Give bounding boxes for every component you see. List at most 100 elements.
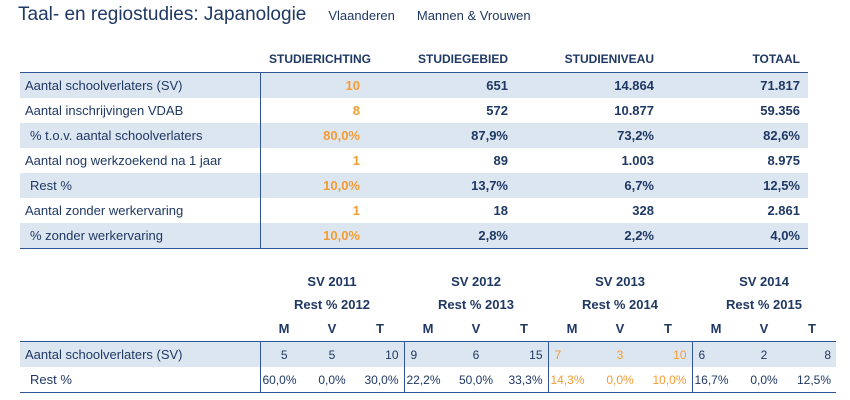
cell-studiegebied: 2,8% <box>380 223 516 249</box>
table-row: Aantal schoolverlaters (SV) 5 5 10 9 6 1… <box>20 341 836 367</box>
table-row: % zonder werkervaring 10,0% 2,8% 2,2% 4,… <box>20 223 808 249</box>
row-label: Aantal schoolverlaters (SV) <box>20 341 260 367</box>
cell-studierichting: 8 <box>259 98 380 123</box>
report-header: Taal- en regiostudies: Japanologie Vlaan… <box>18 4 531 28</box>
cell-totaal: 59.356 <box>760 103 800 118</box>
yearly-corner-3 <box>20 315 260 342</box>
cell-studierichting: 10,0% <box>259 223 380 249</box>
column-header-studierichting: STUDIERICHTING <box>269 52 371 66</box>
cell-studieniveau: 2,2% <box>516 223 662 249</box>
group-year: SV 2012 <box>451 273 501 289</box>
summary-corner <box>20 46 260 73</box>
column-header-totaal: TOTAAL <box>752 52 800 66</box>
cell-2011-m: 60,0% <box>259 367 308 393</box>
cell-studierichting: 1 <box>259 198 380 223</box>
yearly-table: SV 2011 SV 2012 SV 2013 SV 2014 Rest % 2… <box>20 269 836 393</box>
cell-totaal: 71.817 <box>662 72 808 98</box>
cell-studiegebied: 87,9% <box>380 123 516 148</box>
subcol-m: M <box>566 320 578 336</box>
cell-2012-t: 15 <box>500 341 548 367</box>
subcol-t: T <box>376 320 384 336</box>
row-label: % t.o.v. aantal schoolverlaters <box>20 123 260 148</box>
summary-header-row: STUDIERICHTING STUDIEGEBIED STUDIENIVEAU… <box>20 46 808 73</box>
cell-2012-m: 22,2% <box>403 367 452 393</box>
cell-studiegebied: 89 <box>493 153 508 168</box>
cell-2013-v: 3 <box>596 341 644 367</box>
cell-2012-t: 33,3% <box>500 367 548 393</box>
cell-studierichting: 10,0% <box>259 173 380 198</box>
cell-2014-t: 8 <box>788 341 836 367</box>
cell-totaal: 12,5% <box>662 173 808 198</box>
cell-studieniveau: 10.877 <box>614 103 654 118</box>
table-row: Aantal inschrijvingen VDAB 8 572 10.877 … <box>20 98 808 123</box>
cell-2012-v: 6 <box>452 341 500 367</box>
cell-totaal: 8.975 <box>767 153 800 168</box>
subcol-t: T <box>808 320 816 336</box>
column-header-studiegebied: STUDIEGEBIED <box>417 52 508 66</box>
subcol-m: M <box>710 320 722 336</box>
row-label: Rest % <box>20 367 260 393</box>
cell-studieniveau: 73,2% <box>516 123 662 148</box>
group-rest: Rest % 2012 <box>294 296 370 312</box>
subcol-m: M <box>278 320 290 336</box>
subcol-t: T <box>520 320 528 336</box>
cell-studieniveau: 328 <box>632 203 654 218</box>
cell-2013-m: 14,3% <box>547 367 596 393</box>
group-rest: Rest % 2013 <box>438 296 514 312</box>
cell-studieniveau: 14.864 <box>516 72 662 98</box>
cell-studierichting: 10 <box>259 72 380 98</box>
cell-2011-m: 5 <box>259 341 308 367</box>
cell-totaal: 82,6% <box>662 123 808 148</box>
subcol-v: V <box>615 320 625 336</box>
group-rest: Rest % 2014 <box>582 296 658 312</box>
row-label: Rest % <box>20 173 260 198</box>
cell-2011-v: 0,0% <box>308 367 356 393</box>
gender-label: Mannen & Vrouwen <box>416 8 531 23</box>
cell-2014-m: 6 <box>691 341 740 367</box>
cell-2014-t: 12,5% <box>788 367 836 393</box>
year-header-row: SV 2011 SV 2012 SV 2013 SV 2014 <box>20 269 836 293</box>
summary-table: STUDIERICHTING STUDIEGEBIED STUDIENIVEAU… <box>20 46 808 249</box>
cell-studierichting: 1 <box>259 148 380 173</box>
yearly-corner-2 <box>20 293 260 315</box>
table-row: Rest % 10,0% 13,7% 6,7% 12,5% <box>20 173 808 198</box>
row-label: Aantal nog werkzoekend na 1 jaar <box>25 153 222 168</box>
cell-studierichting: 80,0% <box>259 123 380 148</box>
group-year: SV 2014 <box>739 273 789 289</box>
group-rest: Rest % 2015 <box>726 296 802 312</box>
rest-header-row: Rest % 2012 Rest % 2013 Rest % 2014 Rest… <box>20 293 836 315</box>
cell-2013-t: 10,0% <box>644 367 692 393</box>
cell-2014-v: 0,0% <box>740 367 788 393</box>
cell-2012-v: 50,0% <box>452 367 500 393</box>
cell-2011-t: 30,0% <box>356 367 404 393</box>
table-row: Aantal schoolverlaters (SV) 10 651 14.86… <box>20 72 808 98</box>
cell-studieniveau: 6,7% <box>516 173 662 198</box>
subcol-v: V <box>471 320 481 336</box>
mvt-header-row: M V T M V T M V T M V T <box>20 315 836 342</box>
subcol-t: T <box>664 320 672 336</box>
cell-studiegebied: 18 <box>493 203 508 218</box>
cell-totaal: 2.861 <box>767 203 800 218</box>
table-row: Aantal zonder werkervaring 1 18 328 2.86… <box>20 198 808 223</box>
group-year: SV 2011 <box>307 273 357 289</box>
cell-studiegebied: 572 <box>486 103 508 118</box>
cell-2011-v: 5 <box>308 341 356 367</box>
cell-2013-m: 7 <box>547 341 596 367</box>
cell-studiegebied: 13,7% <box>380 173 516 198</box>
row-label: Aantal schoolverlaters (SV) <box>20 72 260 98</box>
cell-2013-t: 10 <box>644 341 692 367</box>
subcol-v: V <box>327 320 337 336</box>
subcol-m: M <box>422 320 434 336</box>
cell-2012-m: 9 <box>403 341 452 367</box>
group-year: SV 2013 <box>595 273 645 289</box>
cell-2014-v: 2 <box>740 341 788 367</box>
table-row: Rest % 60,0% 0,0% 30,0% 22,2% 50,0% 33,3… <box>20 367 836 393</box>
cell-studieniveau: 1.003 <box>621 153 654 168</box>
page-title: Taal- en regiostudies: Japanologie <box>18 4 307 25</box>
table-row: Aantal nog werkzoekend na 1 jaar 1 89 1.… <box>20 148 808 173</box>
column-header-studieniveau: STUDIENIVEAU <box>564 52 654 66</box>
region-label: Vlaanderen <box>328 8 395 23</box>
row-label: % zonder werkervaring <box>20 223 260 249</box>
cell-studiegebied: 651 <box>380 72 516 98</box>
yearly-corner <box>20 269 260 293</box>
